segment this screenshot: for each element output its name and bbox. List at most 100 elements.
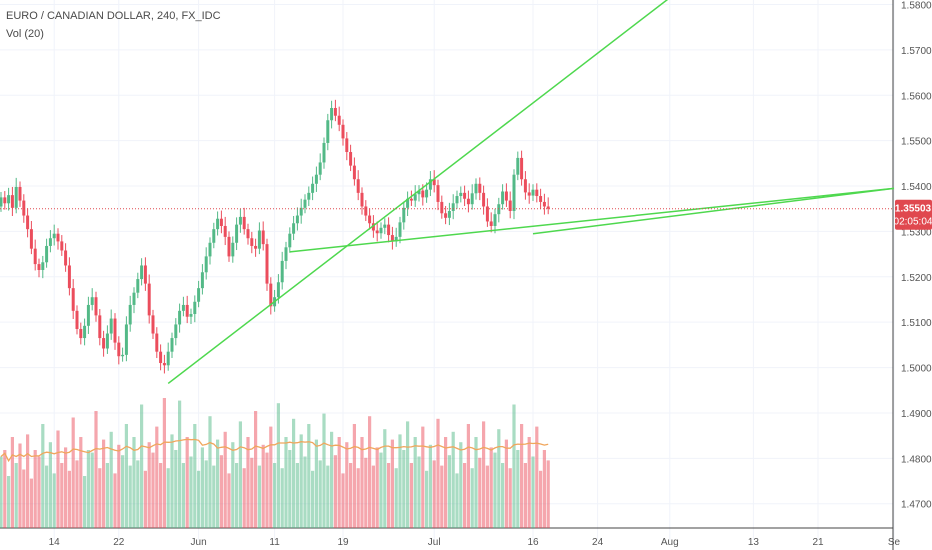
- volume-bar: [170, 434, 174, 528]
- volume-bar: [440, 465, 444, 528]
- candle-body: [98, 315, 102, 339]
- volume-bar: [113, 473, 117, 528]
- volume-bar: [174, 450, 178, 528]
- candle-body: [159, 351, 163, 364]
- x-tick-label: Se: [888, 537, 901, 548]
- candle-body: [440, 201, 444, 214]
- candle-body: [147, 283, 151, 316]
- volume-bar: [379, 452, 383, 528]
- volume-bar: [409, 463, 413, 528]
- volume-bar: [159, 463, 163, 528]
- volume-bar: [292, 418, 296, 528]
- volume-bar: [364, 457, 368, 528]
- candle-body: [421, 190, 425, 198]
- volume-bar: [29, 478, 33, 528]
- y-tick-label: 1.47000: [901, 500, 932, 511]
- volume-bar: [151, 452, 155, 528]
- volume-bar: [539, 470, 543, 528]
- y-tick-label: 1.48000: [901, 454, 932, 465]
- candle-body: [185, 304, 189, 317]
- volume-bar: [295, 463, 299, 528]
- volume-bar: [117, 444, 121, 528]
- volume-bar: [64, 447, 68, 528]
- x-tick-label: Jun: [191, 537, 207, 548]
- volume-bar: [128, 465, 132, 528]
- candle-body: [219, 218, 223, 226]
- x-tick-label: Jul: [428, 537, 441, 548]
- volume-bar: [94, 411, 98, 528]
- candle-body: [383, 224, 387, 228]
- candle-body: [60, 241, 64, 251]
- volume-bar: [546, 460, 550, 528]
- candle-body: [0, 197, 3, 207]
- volume-bar: [124, 424, 128, 528]
- y-tick-label: 1.56000: [901, 91, 932, 102]
- candle-body: [292, 223, 296, 234]
- volume-bar: [185, 437, 189, 528]
- candle-body: [121, 354, 125, 357]
- candle-body: [29, 229, 33, 249]
- y-tick-label: 1.49000: [901, 409, 932, 420]
- candle-body: [478, 183, 482, 193]
- volume-bar: [197, 470, 201, 528]
- volume-bar: [299, 434, 303, 528]
- candle-body: [330, 108, 334, 121]
- volume-bar: [417, 456, 421, 528]
- volume-bar: [102, 439, 106, 528]
- volume-bar: [98, 468, 102, 528]
- x-tick-label: 21: [812, 537, 824, 548]
- volume-bar: [318, 460, 322, 528]
- x-tick-label: 13: [748, 537, 760, 548]
- volume-bar: [341, 473, 345, 528]
- candle-body: [90, 297, 94, 305]
- volume-bar: [451, 431, 455, 528]
- bar-countdown: 02:05:04: [894, 217, 932, 228]
- candle-body: [356, 179, 360, 193]
- candle-body: [132, 292, 136, 305]
- candle-body: [189, 314, 193, 317]
- candle-body: [527, 192, 531, 196]
- candle-body: [406, 198, 410, 208]
- volume-bar: [425, 470, 429, 528]
- volume-bar: [136, 460, 140, 528]
- volume-bar: [216, 439, 220, 528]
- volume-bar: [33, 450, 37, 528]
- candle-body: [79, 328, 83, 339]
- volume-bar: [75, 460, 79, 528]
- volume-bar: [360, 437, 364, 528]
- volume-bar: [273, 463, 277, 528]
- volume-bar: [352, 424, 356, 528]
- volume-bar: [314, 439, 318, 528]
- candle-body: [143, 265, 147, 284]
- volume-bar: [311, 470, 315, 528]
- candle-body: [288, 233, 292, 248]
- candle-body: [295, 215, 299, 224]
- y-tick-label: 1.57000: [901, 46, 932, 57]
- volume-bar: [37, 456, 41, 528]
- volume-bar: [527, 437, 531, 528]
- candle-body: [311, 183, 315, 193]
- candle-body: [303, 199, 307, 208]
- candle-body: [105, 333, 109, 349]
- volume-bar: [86, 450, 90, 528]
- volume-bar: [208, 416, 212, 528]
- volume-bar: [501, 463, 505, 528]
- volume-bar: [26, 434, 30, 528]
- volume-bar: [109, 431, 113, 528]
- candle-body: [102, 338, 106, 349]
- candle-body: [261, 230, 265, 245]
- volume-bar: [375, 447, 379, 528]
- candle-body: [124, 324, 128, 355]
- candle-body: [314, 174, 318, 184]
- volume-ma-line: [0, 438, 549, 463]
- candle-body: [10, 195, 14, 208]
- volume-bar: [371, 465, 375, 528]
- symbol-title: EURO / CANADIAN DOLLAR, 240, FX_IDC: [6, 10, 221, 22]
- volume-bar: [60, 463, 64, 528]
- volume-bar: [22, 469, 26, 528]
- volume-bar: [322, 413, 326, 528]
- candle-body: [227, 236, 231, 257]
- candle-body: [3, 197, 7, 204]
- volume-bar: [143, 470, 147, 528]
